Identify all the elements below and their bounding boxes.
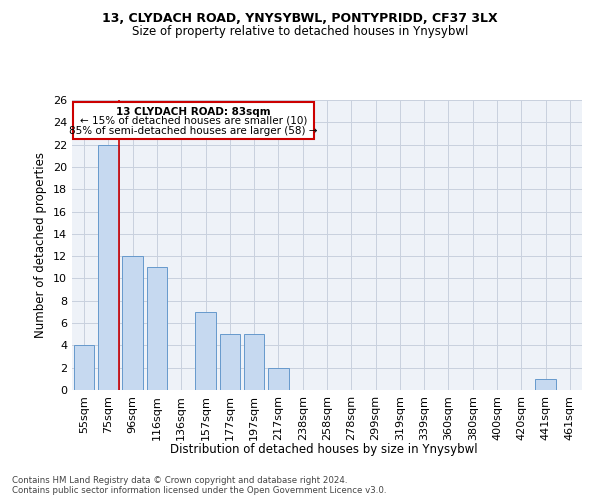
Text: Contains HM Land Registry data © Crown copyright and database right 2024.
Contai: Contains HM Land Registry data © Crown c… [12,476,386,495]
Bar [244,334,265,390]
Text: ← 15% of detached houses are smaller (10): ← 15% of detached houses are smaller (10… [80,116,307,126]
Bar [74,346,94,390]
Bar [220,334,240,390]
Text: Size of property relative to detached houses in Ynysybwl: Size of property relative to detached ho… [132,25,468,38]
Y-axis label: Number of detached properties: Number of detached properties [34,152,47,338]
Text: 13 CLYDACH ROAD: 83sqm: 13 CLYDACH ROAD: 83sqm [116,106,271,117]
Bar [122,256,143,390]
Bar [268,368,289,390]
FancyBboxPatch shape [73,102,314,139]
Bar [98,144,119,390]
Bar [535,379,556,390]
Text: 85% of semi-detached houses are larger (58) →: 85% of semi-detached houses are larger (… [69,126,317,136]
Text: Distribution of detached houses by size in Ynysybwl: Distribution of detached houses by size … [170,442,478,456]
Bar [146,268,167,390]
Text: 13, CLYDACH ROAD, YNYSYBWL, PONTYPRIDD, CF37 3LX: 13, CLYDACH ROAD, YNYSYBWL, PONTYPRIDD, … [102,12,498,26]
Bar [195,312,216,390]
